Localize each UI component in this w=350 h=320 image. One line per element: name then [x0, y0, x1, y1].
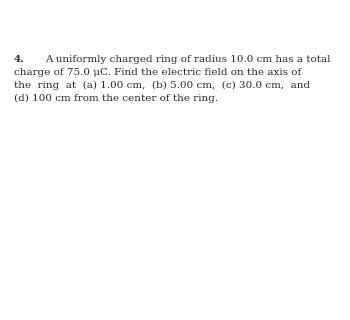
Text: charge of 75.0 μC. Find the electric field on the axis of: charge of 75.0 μC. Find the electric fie…	[14, 68, 301, 77]
Text: (d) 100 cm from the center of the ring.: (d) 100 cm from the center of the ring.	[14, 94, 218, 103]
Text: A uniformly charged ring of radius 10.0 cm has a total: A uniformly charged ring of radius 10.0 …	[46, 55, 331, 64]
Text: the  ring  at  (a) 1.00 cm,  (b) 5.00 cm,  (c) 30.0 cm,  and: the ring at (a) 1.00 cm, (b) 5.00 cm, (c…	[14, 81, 310, 90]
Text: 4.: 4.	[14, 55, 25, 64]
